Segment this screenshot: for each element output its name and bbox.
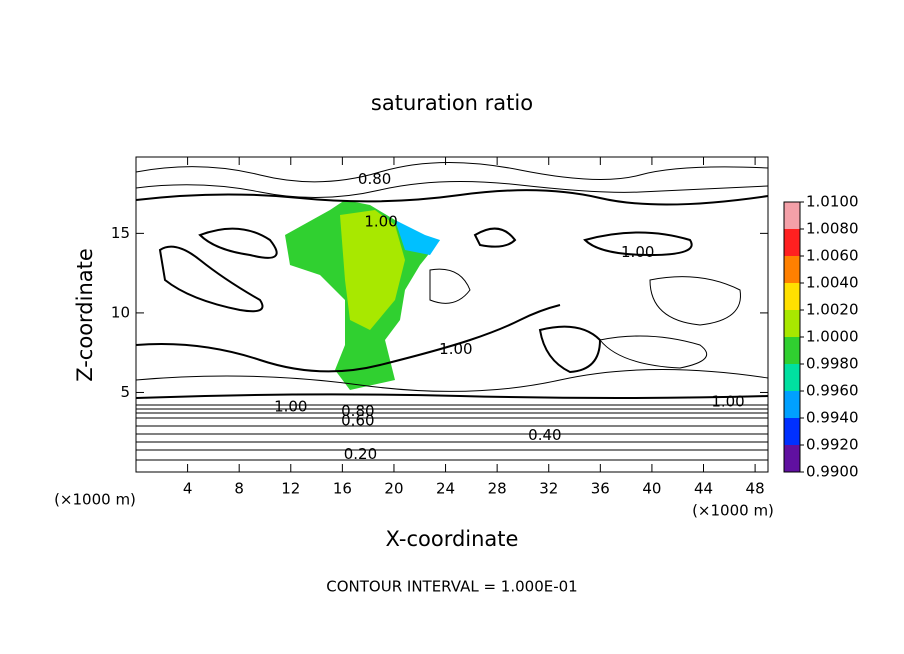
colorbar-band [784, 283, 800, 310]
colorbar-label: 1.0040 [806, 274, 859, 292]
x-tick-label: 4 [183, 480, 193, 498]
footer: CONTOUR INTERVAL = 1.000E-01 [326, 578, 577, 596]
x-tick-label: 16 [333, 480, 352, 498]
colorbar-band [784, 310, 800, 337]
supersaturated-core [340, 210, 405, 330]
y-tick-label: 5 [120, 383, 130, 401]
x-tick-label: 12 [281, 480, 300, 498]
x-tick-label: 48 [746, 480, 765, 498]
colorbar-label: 1.0020 [806, 301, 859, 319]
contour-label: 0.80 [341, 402, 374, 420]
colorbar-band [784, 391, 800, 418]
contour-field [136, 162, 768, 461]
contour-label: 1.00 [439, 340, 472, 358]
colorbar-label: 1.0060 [806, 247, 859, 265]
contour-label: 0.80 [358, 170, 391, 188]
colorbar-band [784, 256, 800, 283]
x-axis-label: X-coordinate [386, 527, 519, 551]
contour-label: 0.40 [528, 426, 561, 444]
colorbar-band [784, 418, 800, 445]
contour-label: 0.60 [341, 412, 374, 430]
colorbar-band [784, 229, 800, 256]
colorbar-label: 1.0100 [806, 193, 859, 211]
y-tick-label: 10 [111, 303, 130, 321]
contour-label: 1.00 [274, 397, 307, 415]
edge-region [395, 220, 440, 255]
colorbar-band [784, 337, 800, 364]
x-tick-label: 20 [384, 480, 403, 498]
colorbar-label: 0.9960 [806, 382, 859, 400]
colorbar-label: 1.0080 [806, 220, 859, 238]
contour-label: 1.00 [364, 213, 397, 231]
colorbar-label: 0.9900 [806, 463, 859, 481]
x-tick-label: 44 [694, 480, 713, 498]
plot-frame [135, 156, 769, 473]
contour-label: 1.00 [621, 243, 654, 261]
y-tick-label: 15 [111, 224, 130, 242]
colorbar-band [784, 202, 800, 229]
x-tick-label: 36 [591, 480, 610, 498]
colorbar-band [784, 445, 800, 472]
x-tick-label: 28 [488, 480, 507, 498]
contour-label: 1.00 [711, 393, 744, 411]
colorbar-band [784, 364, 800, 391]
x-tick-label: 32 [539, 480, 558, 498]
x-tick-label: 40 [642, 480, 661, 498]
colorbar-label: 0.9920 [806, 436, 859, 454]
chart-title: saturation ratio [371, 91, 533, 115]
y-unit: (×1000 m) [54, 491, 136, 509]
x-unit: (×1000 m) [692, 502, 774, 520]
contour-label: 0.20 [344, 445, 377, 463]
colorbar-label: 0.9980 [806, 355, 859, 373]
x-tick-label: 8 [234, 480, 244, 498]
colorbar-label: 1.0000 [806, 328, 859, 346]
y-axis-label: Z-coordinate [73, 248, 97, 382]
x-tick-label: 24 [436, 480, 455, 498]
colorbar-label: 0.9940 [806, 409, 859, 427]
